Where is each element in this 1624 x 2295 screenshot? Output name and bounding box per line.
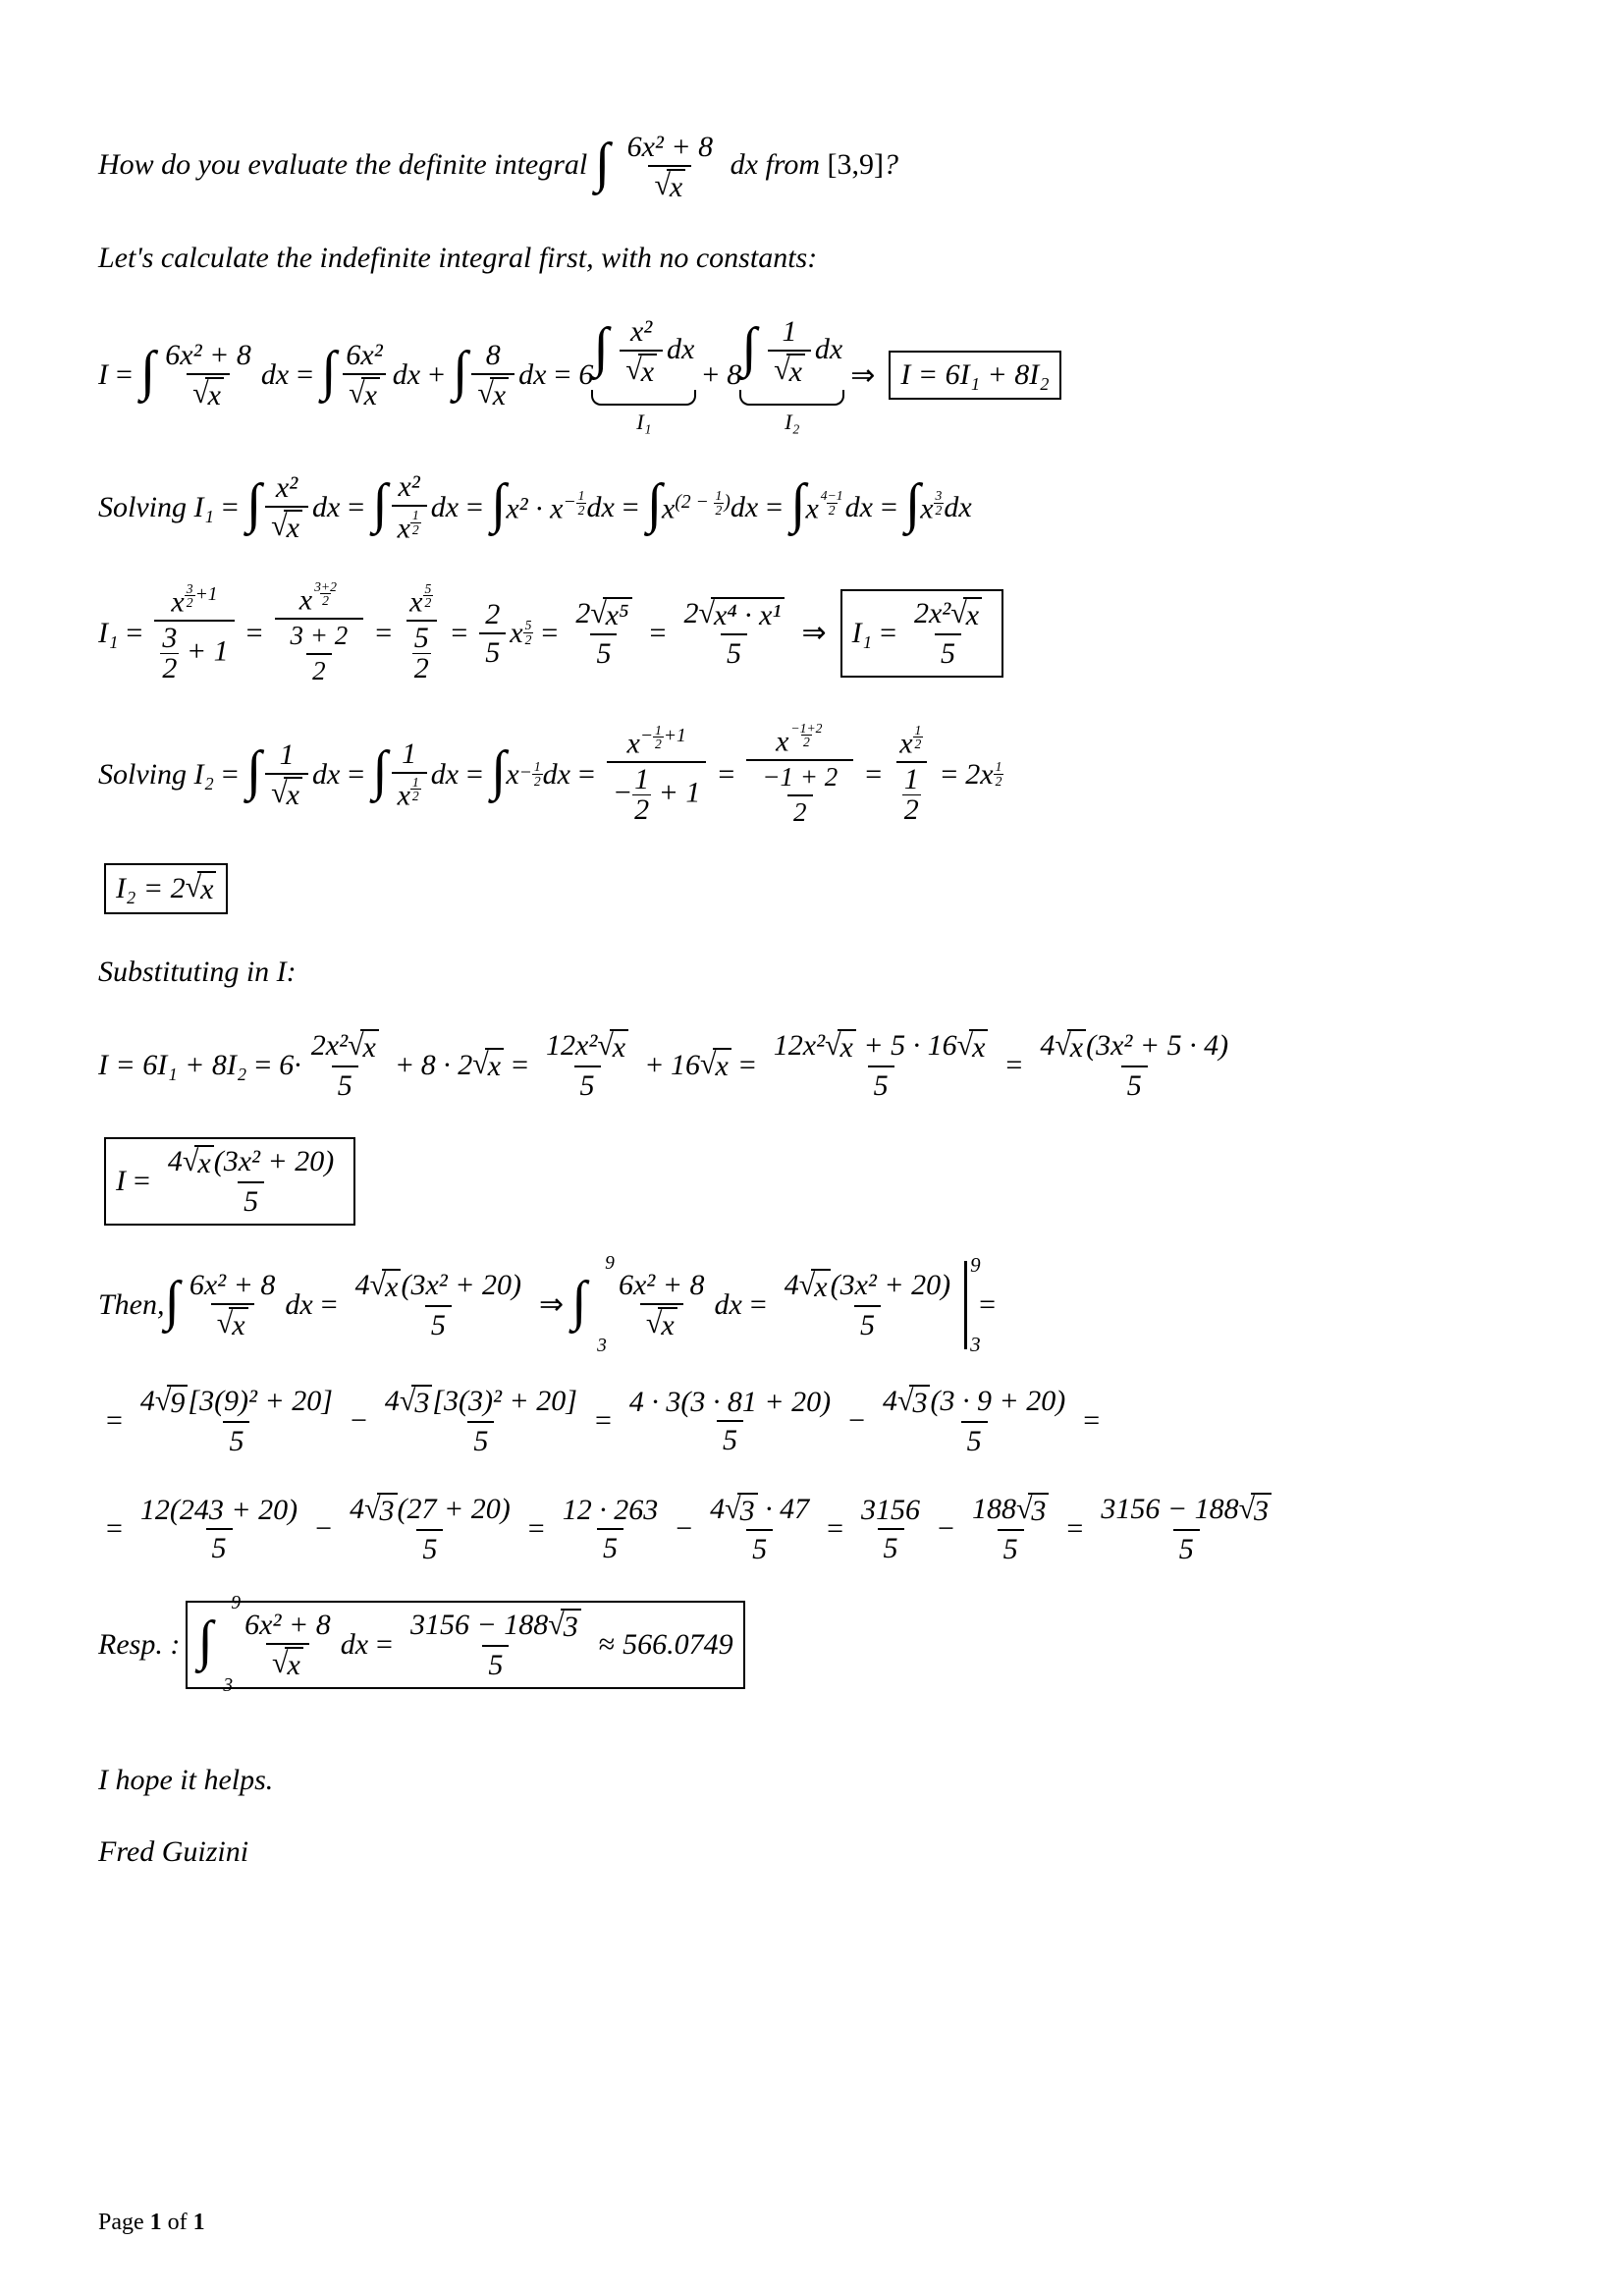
then-line: Then, ∫ 6x² + 8 x dx = 4x(3x² + 20) 5 ⇒ … xyxy=(98,1261,1526,1349)
boxed-I2: I₂ = 2x xyxy=(104,863,228,914)
I1-eval: I₁= x32+1 32 + 1 = x3+22 3 + 22 = x52 52… xyxy=(98,580,1526,686)
solving-I2: Solving I₂ = ∫ 1 x dx = ∫ 1 x12 dx = ∫ x… xyxy=(98,722,1526,828)
q-num: 6x² + 8 xyxy=(622,131,720,165)
page-footer: Page 1 of 1 xyxy=(98,2210,205,2236)
boxed-resp: ∫ 3 9 6x² + 8 x dx = 3156 − 1883 5 ≈ 566… xyxy=(186,1601,744,1689)
question-line: How do you evaluate the definite integra… xyxy=(98,126,1526,208)
boxed-I1: I₁= 2x²x 5 xyxy=(840,589,1003,678)
underbrace-I1: ∫ x² x dx I₁ xyxy=(593,315,694,435)
boxed-I-split: I = 6I₁ + 8I₂ xyxy=(889,351,1060,400)
solving-I1: Solving I₁ = ∫ x² x dx = ∫ x² x12 dx = ∫… xyxy=(98,470,1526,545)
intro-line: Let's calculate the indefinite integral … xyxy=(98,236,1526,280)
resp-line: Resp. : ∫ 3 9 6x² + 8 x dx = 3156 − 1883… xyxy=(98,1601,1526,1689)
question-suffix: dx from [3,9]? xyxy=(731,148,898,181)
eval2-line: = 12(243 + 20) 5 − 43(27 + 20) 5 = 12 · … xyxy=(98,1493,1526,1565)
boxed-I: I= 4x(3x² + 20) 5 xyxy=(104,1137,355,1226)
integral-sign: ∫ xyxy=(595,122,610,204)
I2-boxed-line: I₂ = 2x xyxy=(98,863,1526,914)
line-I-split: I= ∫ 6x² + 8 x dx = ∫ 6x² x dx + ∫ 8 x d… xyxy=(98,315,1526,435)
question-prefix: How do you evaluate the definite integra… xyxy=(98,148,595,181)
underbrace-I2: ∫ 1 x dx I₂ xyxy=(741,315,842,435)
subst-label: Substituting in I: xyxy=(98,950,1526,994)
eval1-line: = 49[3(9)² + 20] 5 − 43[3(3)² + 20] 5 = … xyxy=(98,1385,1526,1457)
question-integrand: 6x² + 8 x xyxy=(622,131,720,203)
I-lhs: I= xyxy=(98,358,140,392)
subst-line: I = 6I₁ + 8I₂ = 6 · 2x²x 5 + 8 · 2x = 12… xyxy=(98,1029,1526,1102)
signoff2: Fred Guizini xyxy=(98,1830,1526,1874)
I-boxed-line: I= 4x(3x² + 20) 5 xyxy=(98,1137,1526,1226)
signoff1: I hope it helps. xyxy=(98,1758,1526,1802)
q-den: x xyxy=(648,165,691,203)
